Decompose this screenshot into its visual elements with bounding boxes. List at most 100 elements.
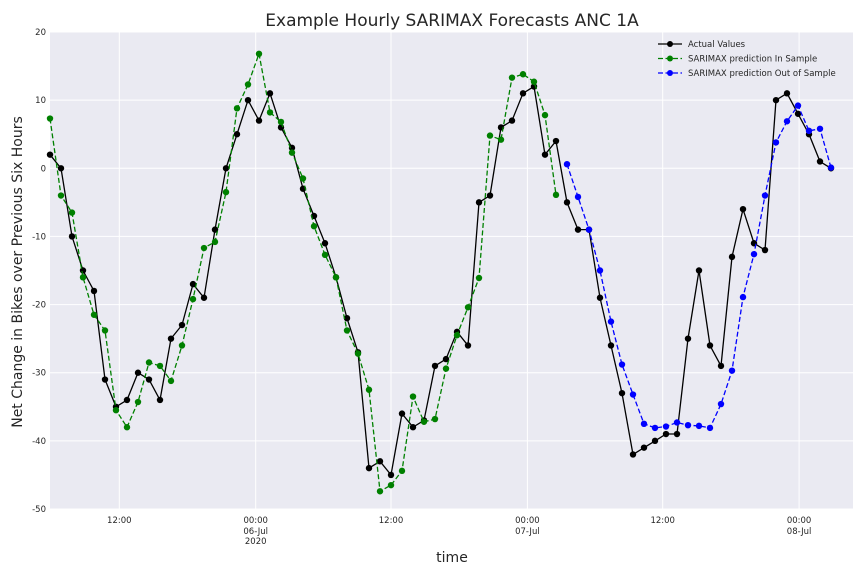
x-tick-label: 12:00 [107, 516, 132, 526]
series-point-0 [398, 410, 406, 417]
series-point-0 [376, 458, 384, 465]
series-point-1 [68, 209, 76, 216]
series-point-0 [321, 240, 329, 247]
series-point-0 [607, 342, 615, 349]
series-point-0 [178, 321, 186, 329]
series-point-0 [409, 424, 417, 431]
series-point-1 [200, 244, 208, 252]
series-point-1 [442, 365, 450, 372]
series-point-2 [750, 250, 758, 258]
series-point-0 [552, 137, 560, 145]
series-point-0 [68, 233, 76, 240]
series-point-1 [134, 398, 142, 406]
series-point-0 [618, 389, 626, 397]
series-point-2 [585, 226, 593, 233]
series-point-2 [717, 400, 725, 408]
series-point-1 [222, 188, 230, 196]
series-point-1 [167, 377, 175, 385]
series-point-0 [101, 376, 109, 383]
series-point-2 [574, 193, 582, 201]
series-point-2 [618, 361, 626, 368]
series-point-1 [156, 362, 164, 370]
series-point-1 [112, 406, 120, 414]
series-point-0 [167, 335, 175, 342]
series-point-0 [695, 267, 703, 274]
series-point-2 [695, 422, 703, 430]
series-point-2 [563, 160, 571, 168]
series-point-0 [145, 376, 153, 383]
series-point-0 [233, 131, 241, 138]
series-point-0 [673, 430, 681, 438]
series-point-1 [277, 118, 285, 126]
series-point-1 [508, 74, 516, 81]
legend-label: SARIMAX prediction Out of Sample [688, 69, 836, 79]
series-point-0 [442, 355, 450, 363]
series-point-2 [673, 419, 681, 426]
series-point-0 [717, 362, 725, 370]
series-point-0 [255, 117, 263, 124]
legend-swatch-marker [667, 41, 673, 47]
series-point-1 [387, 481, 395, 489]
y-tick-label: -10 [32, 232, 46, 242]
series-point-0 [640, 444, 648, 451]
series-point-1 [46, 115, 54, 122]
series-point-0 [651, 437, 659, 445]
series-point-2 [629, 391, 637, 398]
series-point-0 [222, 165, 230, 172]
series-point-2 [827, 164, 835, 171]
series-point-1 [541, 111, 549, 119]
series-point-1 [90, 311, 98, 318]
plot-area [50, 32, 853, 509]
series-point-1 [310, 223, 318, 230]
series-point-0 [563, 199, 571, 206]
series-point-0 [574, 226, 582, 233]
series-point-1 [398, 467, 406, 475]
series-point-0 [541, 151, 549, 158]
series-point-0 [486, 192, 494, 199]
series-point-1 [123, 424, 131, 431]
grid-lines [50, 31, 853, 510]
series-point-0 [189, 280, 197, 288]
series-point-1 [354, 350, 362, 357]
series-point-0 [816, 158, 824, 165]
series-point-1 [211, 238, 219, 246]
series-point-1 [420, 418, 428, 425]
series-point-0 [783, 90, 791, 97]
series-point-2 [596, 267, 604, 274]
series-point-0 [211, 226, 219, 233]
series-point-0 [46, 151, 54, 158]
series-point-0 [596, 294, 604, 301]
series-point-2 [728, 367, 736, 374]
y-axis-label: Net Change in Bikes over Previous Six Ho… [10, 116, 26, 428]
series-point-0 [134, 369, 142, 376]
series-point-1 [376, 488, 384, 495]
series-point-1 [343, 327, 351, 334]
y-tick-label: -50 [32, 505, 46, 515]
series-point-1 [233, 105, 241, 112]
series-point-0 [200, 294, 208, 301]
series-point-1 [431, 415, 439, 423]
x-tick-label: 12:00 [379, 516, 404, 526]
y-tick-label: 20 [35, 28, 46, 38]
series-point-2 [706, 424, 714, 432]
series-point-2 [739, 293, 747, 301]
series-point-0 [123, 396, 131, 404]
series-point-0 [475, 199, 483, 206]
series-point-1 [453, 332, 461, 339]
series-point-1 [288, 149, 296, 156]
series-point-1 [57, 192, 65, 199]
series-point-2 [662, 423, 670, 430]
series-point-1 [101, 327, 109, 334]
series-point-1 [497, 136, 505, 143]
series-point-0 [365, 464, 373, 472]
series-point-1 [486, 132, 494, 139]
series-point-2 [607, 318, 615, 325]
series-point-0 [266, 90, 274, 97]
series-point-0 [431, 362, 439, 370]
series-point-0 [519, 90, 527, 97]
legend-label: Actual Values [688, 40, 746, 50]
series-point-1 [365, 386, 373, 393]
series-point-2 [794, 102, 802, 109]
series-point-0 [739, 205, 747, 213]
